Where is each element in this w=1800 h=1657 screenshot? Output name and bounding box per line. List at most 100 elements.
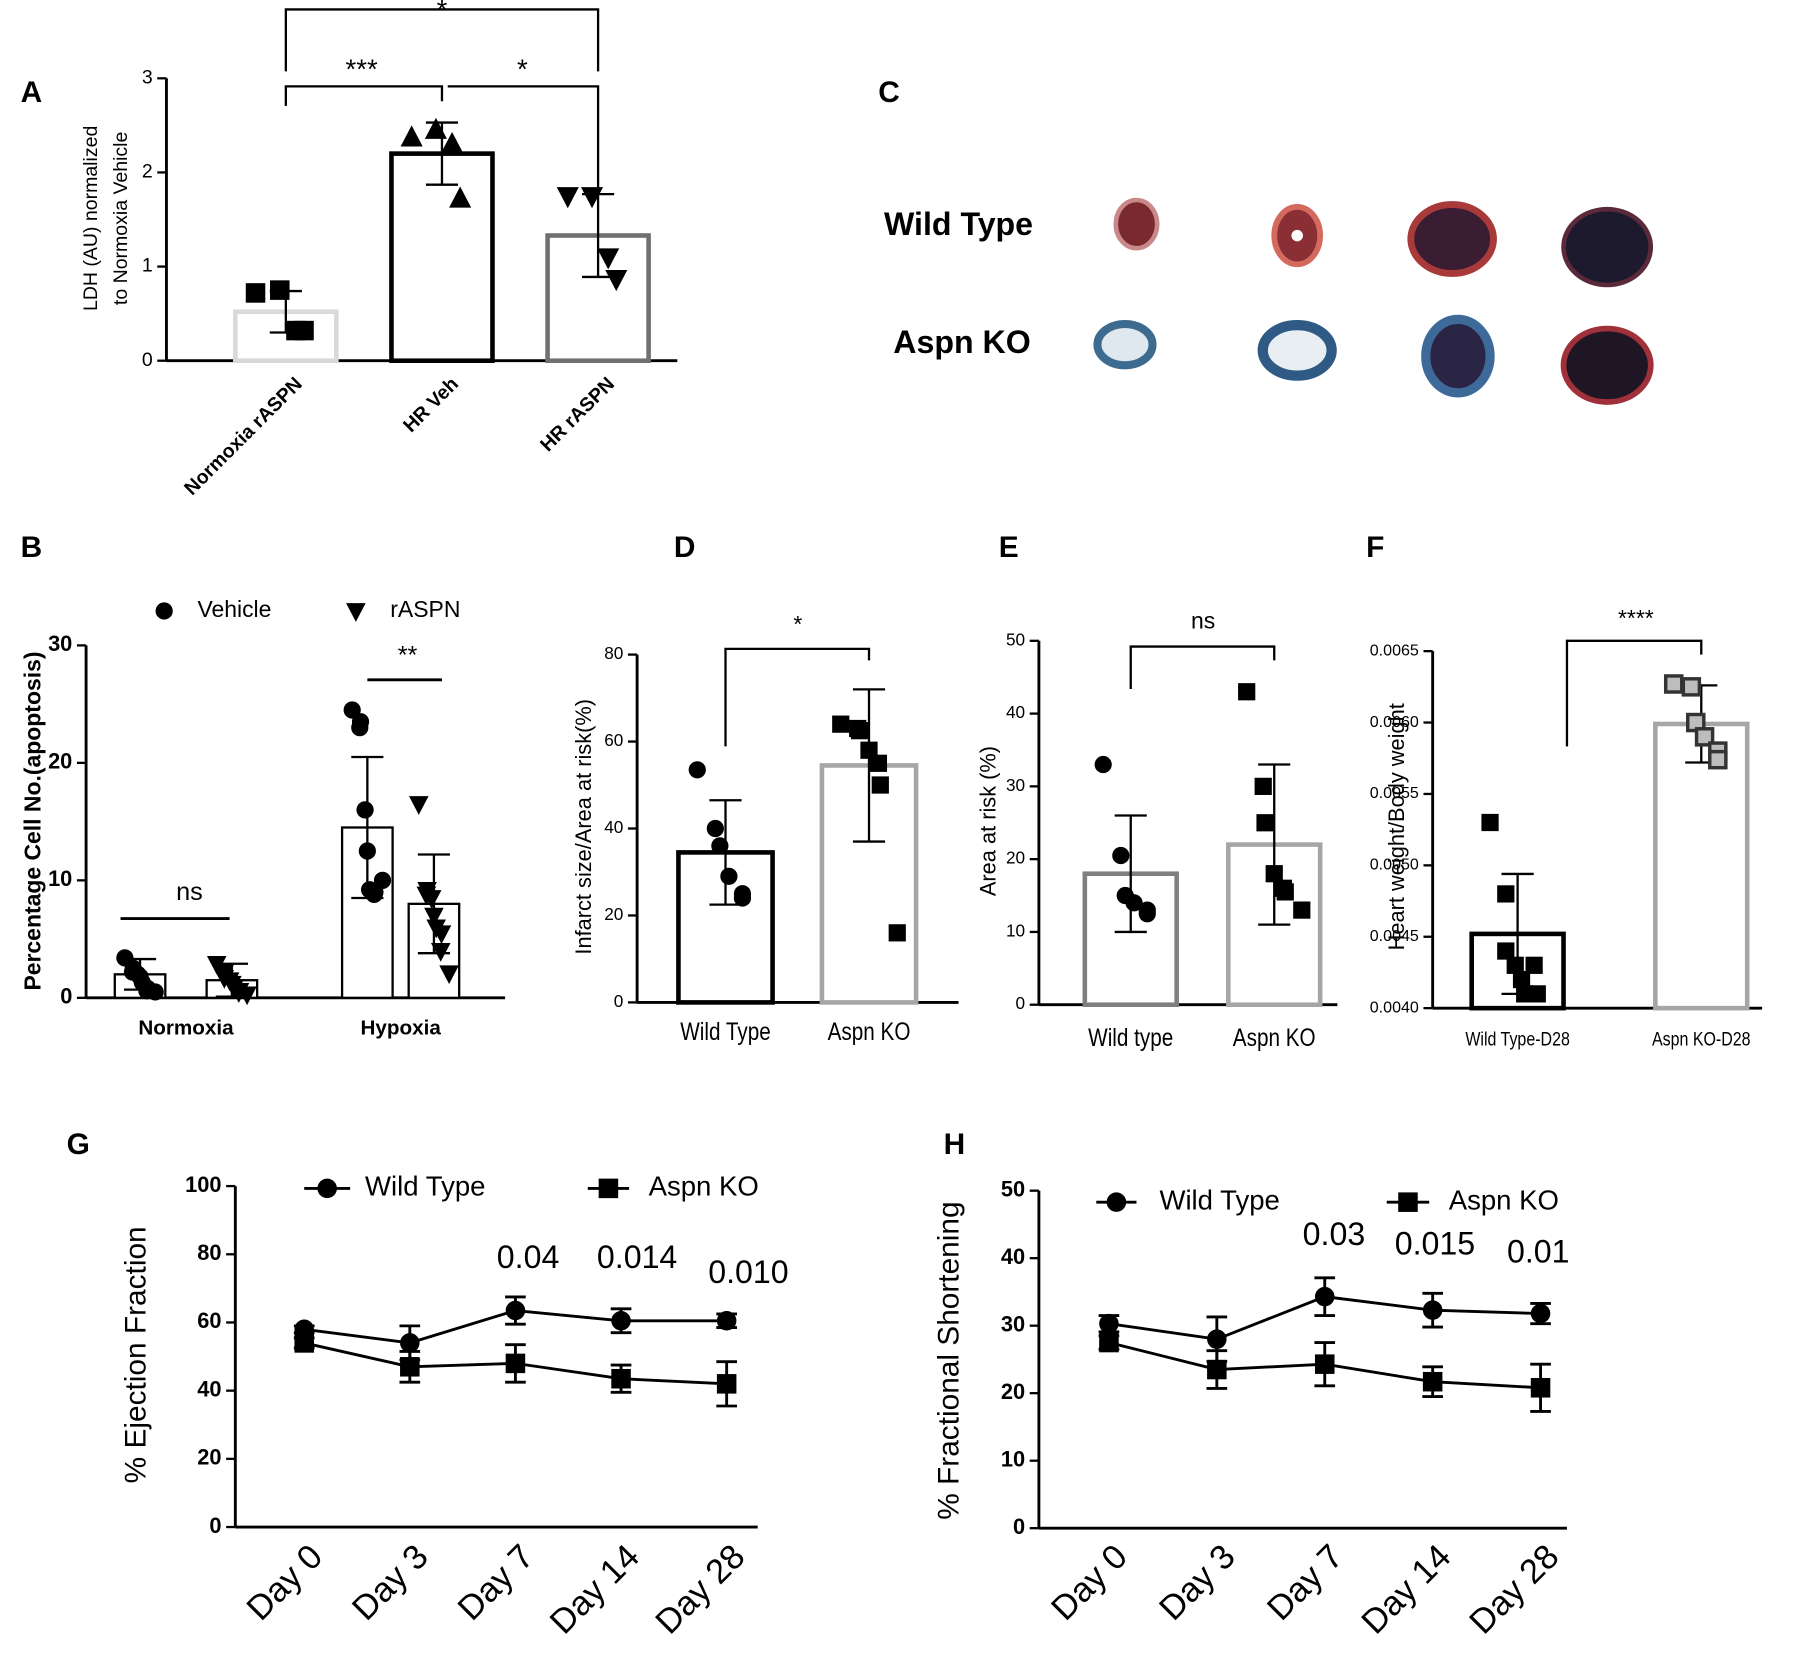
point [888,924,906,942]
point [270,280,290,300]
point [871,776,889,794]
panel-letter: H [944,1128,966,1161]
point [1238,683,1256,701]
y-axis-label: % Fractional Shortening [932,1201,965,1519]
y-tick-label: 40 [1006,702,1025,722]
panel-c: C Wild Type Aspn KO [878,76,1654,405]
legend-marker [155,602,173,620]
y-tick-label: 30 [1006,775,1025,795]
point [1099,1313,1119,1334]
y-tick-label: 0.0050 [1370,856,1419,874]
x-tick-label: Day 7 [1260,1538,1350,1628]
significance: *** [346,54,378,85]
point [1497,885,1515,903]
point [1207,1359,1227,1380]
bracket [1129,645,1276,690]
point [430,943,451,962]
point [850,722,869,740]
heart-slice [1560,325,1654,405]
y-tick-label: 40 [197,1376,221,1401]
y-tick-label: 20 [604,904,623,924]
point [431,925,452,945]
y-axis-label: to Normoxia Vehicle [110,132,132,305]
point [1314,1286,1335,1307]
legend-label: Aspn KO [649,1171,759,1202]
p-value: 0.01 [1507,1233,1570,1269]
point [237,986,257,1006]
y-tick-label: 0.0060 [1370,713,1419,731]
y-tick-label: 0.0040 [1370,998,1419,1016]
bracket [1565,639,1703,747]
y-tick-label: 2 [142,161,153,183]
y-tick-label: 20 [48,749,72,774]
row-label: Wild Type [884,206,1033,242]
y-tick-label: 80 [604,643,623,663]
point [1099,1332,1119,1353]
point [860,741,878,759]
point [1254,777,1272,795]
y-axis-label: Percentage Cell No.(apoptosis) [20,652,46,991]
p-value: 0.03 [1303,1216,1366,1252]
x-tick-label: Wild Type-D28 [1465,1028,1570,1050]
point [449,186,472,208]
y-tick-label: 10 [1001,1446,1025,1471]
x-tick-label: Day 14 [543,1538,647,1642]
point [1528,985,1546,1003]
x-tick-label: Normoxia [138,1016,234,1039]
significance: * [437,0,448,25]
point [343,701,361,719]
y-tick-label: 0 [142,349,153,371]
significance: **** [1618,605,1654,631]
panel-letter: C [878,76,900,109]
y-axis-label: Area at risk (%) [975,746,1000,896]
point [1293,901,1311,919]
point [716,1374,737,1394]
point [421,890,442,909]
point [869,754,888,772]
legend-marker [1106,1192,1127,1212]
p-value: 0.010 [708,1254,788,1290]
point [1481,813,1499,832]
point [1138,905,1156,923]
y-tick-label: 80 [197,1240,221,1265]
y-tick-label: 100 [185,1172,221,1197]
y-axis-label: Heart weight/Body weight [1384,703,1409,950]
y-tick-label: 60 [604,730,623,750]
x-tick-label: Wild type [1088,1023,1173,1051]
x-tick-label: Aspn KO [828,1017,911,1045]
panel: E Area at risk (%) 0 10 20 30 40 50 Wild type Asp… [975,531,1338,1051]
y-tick-label: 50 [1001,1176,1025,1201]
point [688,761,706,779]
point [611,1311,631,1331]
point [505,1353,526,1374]
error-bar [852,688,886,843]
point [1694,727,1715,747]
y-axis-label: Infarct size/Area at risk(%) [571,699,596,955]
panel-letter: E [999,531,1019,564]
y-tick-label: 60 [197,1308,221,1333]
y-tick-label: 20 [1006,848,1025,868]
significance: * [793,611,802,637]
y-axis-label: % Ejection Fraction [120,1226,153,1483]
legend-label: rASPN [390,596,460,622]
error-bar [1258,763,1291,926]
point [1530,1303,1551,1324]
heart-slice [1093,319,1157,370]
y-tick-label: 1 [142,255,153,277]
y-tick-label: 30 [48,631,72,656]
x-tick-label: Day 0 [1044,1538,1134,1628]
point [1512,970,1531,989]
point [365,885,383,904]
point [1663,674,1684,694]
point [1314,1354,1335,1374]
p-value: 0.015 [1395,1225,1475,1261]
y-tick-label: 20 [1001,1379,1025,1404]
legend-label: Vehicle [197,596,271,622]
point [358,842,376,860]
point [1708,749,1728,770]
x-tick-label: Day 28 [649,1538,753,1642]
point [505,1300,526,1321]
y-tick-label: 3 [142,66,153,88]
